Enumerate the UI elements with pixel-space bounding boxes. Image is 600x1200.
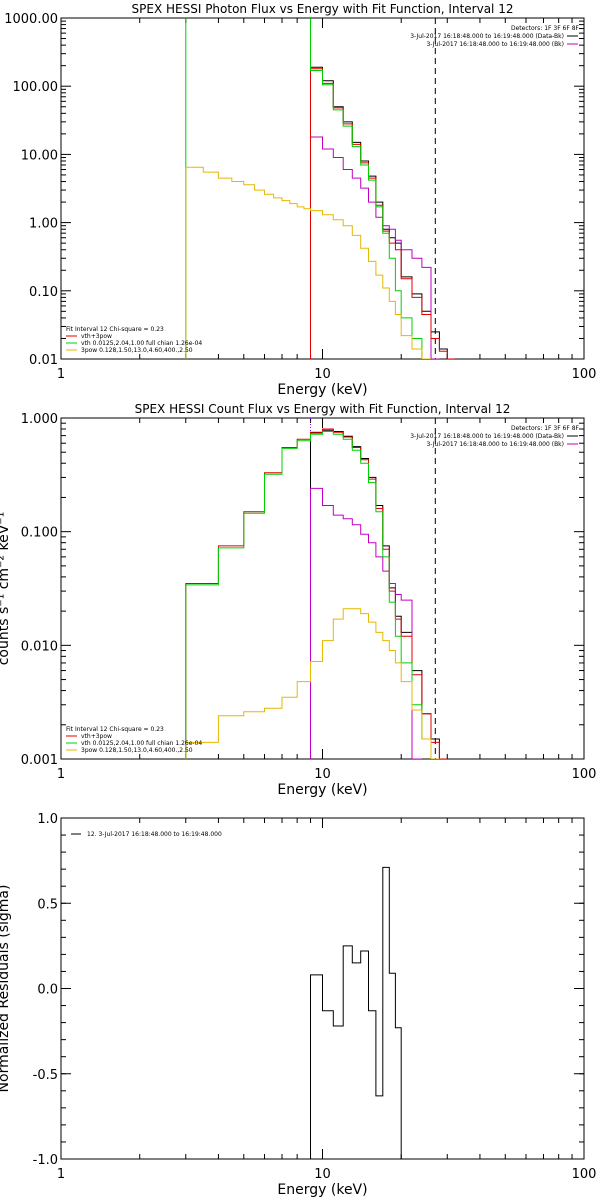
- series-line-2: [310, 136, 440, 359]
- y-tick-label: 100.00: [13, 80, 59, 95]
- legend-entry: Detectors: 1F 3F 6F 8F: [511, 25, 580, 32]
- y-tick-label: 0.001: [21, 753, 58, 768]
- chart-title: SPEX HESSI Count Flux vs Energy with Fit…: [135, 402, 511, 416]
- legend-entry: 3-Jul-2017 16:18:48.000 to 16:19:48.000 …: [410, 433, 564, 440]
- legend-bottom-left: Fit Interval 12 Chi-square = 0.23vth+3po…: [66, 326, 202, 354]
- legend-top-right: Detectors: 1F 3F 6F 8F3-Jul-2017 16:18:4…: [410, 25, 579, 48]
- y-tick-label: 0.5: [37, 897, 58, 912]
- legend-entry: 3-Jul-2017 16:18:48.000 to 16:19:48.000 …: [426, 441, 564, 448]
- x-tick-label: 1: [57, 1167, 65, 1182]
- legend-entry: Fit Interval 12 Chi-square = 0.23: [66, 326, 164, 333]
- y-tick-label: 1.0: [37, 812, 58, 827]
- x-tick-label: 10: [314, 767, 331, 782]
- y-tick-label: 10.00: [21, 148, 58, 163]
- series-line-5: [185, 608, 440, 759]
- y-tick-label: 1.000: [21, 412, 58, 427]
- x-axis-label: Energy (keV): [277, 782, 367, 798]
- legend-entry: Fit Interval 12 Chi-square = 0.23: [66, 726, 164, 733]
- legend-top-left: 12. 3-Jul-2017 16:18:48.000 to 16:19:48.…: [71, 831, 222, 838]
- y-tick-label: 0.100: [21, 526, 58, 541]
- chart-panel-1: 1 10 100 0.01 0.10 1.00 10.00 100.00 1000.00 SPEX…: [4, 2, 596, 398]
- series-line-1: [310, 866, 402, 1159]
- legend-entry: vth+3pow: [81, 333, 112, 340]
- x-axis-label: Energy (keV): [277, 382, 367, 398]
- legend-entry: Detectors: 1F 3F 6F 8F: [511, 425, 580, 432]
- y-tick-label: 0.0: [37, 983, 58, 998]
- y-tick-label: 0.010: [21, 639, 58, 654]
- x-tick-label: 100: [572, 367, 597, 382]
- y-tick-label: 1.00: [29, 217, 58, 232]
- y-tick-label: 0.10: [29, 285, 58, 300]
- series-line-1: [310, 429, 448, 759]
- x-tick-label: 100: [572, 767, 597, 782]
- x-tick-label: 10: [314, 1167, 331, 1182]
- y-tick-label: 0.01: [29, 353, 58, 368]
- legend-entry: vth 0.0125,2.04,1.00 full chian 1.26e-04: [81, 340, 202, 347]
- series-line-4: [185, 18, 431, 359]
- x-axis-label: Energy (keV): [277, 1182, 367, 1198]
- chart-title: SPEX HESSI Photon Flux vs Energy with Fi…: [132, 2, 514, 16]
- legend-entry: 3pow 0.128,1.50,13.0,4.60,400.,2.50: [81, 747, 193, 754]
- y-tick-label: -1.0: [33, 1153, 58, 1168]
- chart-panel-3: 1 10 100 -1.0 -0.5 0.0 0.5 1.0 Energy (keV) Norma…: [0, 812, 596, 1198]
- y-axis-label: counts s⁻¹ cm⁻² keV⁻¹: [0, 512, 12, 666]
- legend-entry: 12. 3-Jul-2017 16:18:48.000 to 16:19:48.…: [87, 831, 222, 838]
- x-tick-label: 1: [57, 367, 65, 382]
- x-tick-label: 10: [314, 367, 331, 382]
- legend-entry: vth+3pow: [81, 733, 112, 740]
- series-line-5: [185, 166, 431, 359]
- x-tick-label: 1: [57, 767, 65, 782]
- series-line-1: [310, 66, 462, 359]
- plot-frame: [60, 417, 585, 760]
- y-axis-label: Normalized Residuals (sigma): [0, 885, 12, 1093]
- y-tick-label: -0.5: [33, 1068, 58, 1083]
- legend-entry: 3-Jul-2017 16:18:48.000 to 16:19:48.000 …: [410, 33, 564, 40]
- series-line-3: [185, 428, 448, 759]
- chart-panel-2: 1 10 100 0.001 0.010 0.100 1.000 SPEX HESSI Cou…: [0, 402, 596, 798]
- series-line-2: [310, 487, 422, 759]
- legend-entry: vth 0.0125,2.04,1.00 full chian 1.26e-04: [81, 740, 202, 747]
- legend-entry: 3pow 0.128,1.50,13.0,4.60,400.,2.50: [81, 347, 193, 354]
- x-tick-label: 100: [572, 1167, 597, 1182]
- legend-entry: 3-Jul-2017 16:18:48.000 to 16:19:48.000 …: [426, 41, 564, 48]
- legend-bottom-left: Fit Interval 12 Chi-square = 0.23vth+3po…: [66, 726, 202, 754]
- legend-top-right: Detectors: 1F 3F 6F 8F3-Jul-2017 16:18:4…: [410, 425, 579, 448]
- y-tick-label: 1000.00: [4, 12, 58, 27]
